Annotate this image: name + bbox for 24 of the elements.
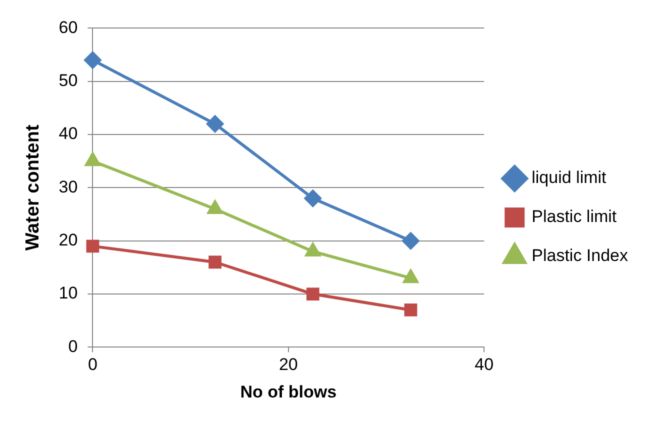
x-tick-label: 40	[474, 355, 494, 374]
x-axis-title: No of blows	[240, 382, 337, 402]
point	[304, 190, 322, 207]
legend-label: Plastic Index	[532, 246, 628, 266]
point	[402, 232, 420, 250]
y-axis-title: Water content	[22, 124, 44, 251]
y-tick-label: 50	[58, 71, 78, 90]
y-tick-label: 60	[58, 18, 78, 37]
y-tick-label: 10	[58, 284, 78, 303]
point	[404, 304, 418, 316]
y-tick-label: 0	[68, 336, 78, 356]
y-tick-label: 40	[58, 124, 78, 144]
point	[84, 52, 102, 69]
point	[86, 240, 100, 253]
point	[306, 288, 320, 300]
y-tick-label: 20	[58, 230, 78, 250]
y-tick-label: 30	[58, 177, 78, 196]
legend-label: Plastic limit	[532, 207, 617, 226]
point	[208, 256, 222, 269]
x-tick-label: 20	[278, 355, 298, 374]
point	[206, 115, 224, 132]
point	[403, 270, 418, 284]
x-tick-label: 0	[88, 355, 98, 374]
legend-label: liquid limit	[532, 168, 607, 188]
